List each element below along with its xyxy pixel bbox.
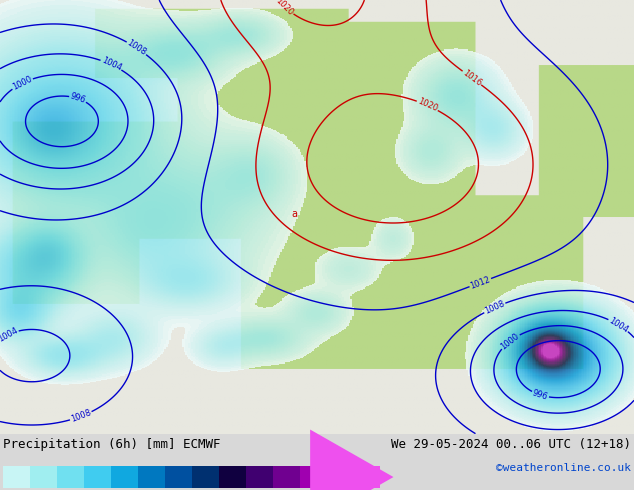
Text: 996: 996: [531, 388, 549, 402]
Bar: [299, 466, 327, 488]
Text: 1004: 1004: [607, 316, 630, 334]
Text: 1004: 1004: [100, 56, 122, 73]
Text: 1004: 1004: [0, 326, 19, 344]
Bar: [138, 466, 165, 488]
Text: 996: 996: [69, 92, 87, 105]
Text: 1020: 1020: [416, 97, 439, 114]
Bar: [219, 466, 245, 488]
Bar: [57, 466, 84, 488]
Text: 1000: 1000: [11, 74, 34, 92]
Bar: [191, 466, 219, 488]
Bar: [84, 466, 111, 488]
Text: 1020: 1020: [274, 0, 295, 17]
Text: ©weatheronline.co.uk: ©weatheronline.co.uk: [496, 463, 631, 473]
Bar: [273, 466, 299, 488]
Bar: [165, 466, 191, 488]
Bar: [30, 466, 57, 488]
Bar: [327, 466, 354, 488]
Bar: [354, 466, 380, 488]
Bar: [245, 466, 273, 488]
Text: a: a: [292, 209, 297, 219]
Text: 1008: 1008: [483, 299, 506, 316]
Bar: [3, 466, 30, 488]
Text: 1000: 1000: [499, 331, 521, 351]
Text: 1008: 1008: [126, 38, 148, 57]
Text: Precipitation (6h) [mm] ECMWF: Precipitation (6h) [mm] ECMWF: [3, 438, 221, 451]
Bar: [111, 466, 138, 488]
Text: 1012: 1012: [469, 275, 492, 291]
Text: We 29-05-2024 00..06 UTC (12+18): We 29-05-2024 00..06 UTC (12+18): [391, 438, 631, 451]
Text: 1008: 1008: [70, 408, 93, 424]
Text: 1016: 1016: [461, 68, 483, 88]
